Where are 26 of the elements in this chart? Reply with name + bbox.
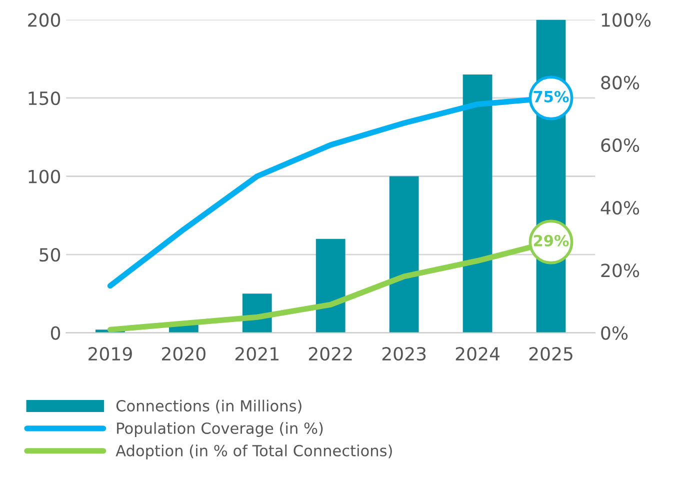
bar	[389, 176, 419, 333]
y-tick-label: 0	[50, 326, 60, 340]
y-tick-label: 100	[28, 170, 60, 184]
y2-tick-label: 60%	[601, 138, 640, 152]
y-tick-label: 200	[28, 13, 60, 27]
x-tick-label: 2023	[382, 346, 426, 361]
y2-tick-label: 100%	[602, 13, 651, 27]
y-tick-label: 150	[28, 91, 60, 106]
x-tick-label: 2025	[529, 346, 572, 361]
y2-tick-label: 40%	[600, 201, 640, 215]
legend-label: Connections (in Millions)	[116, 400, 302, 414]
y2-tick-label: 0%	[601, 326, 628, 340]
y-tick-label: 50	[40, 248, 60, 262]
bar	[462, 74, 492, 333]
y2-tick-label: 20%	[601, 264, 640, 278]
y2-tick-label: 80%	[601, 76, 640, 90]
bar	[316, 238, 346, 333]
x-tick-label: 2020	[162, 346, 206, 361]
x-tick-label: 2024	[456, 346, 500, 361]
x-tick-label: 2021	[235, 346, 278, 361]
legend-label: Population Coverage (in %)	[117, 422, 323, 437]
legend-label: Adoption (in % of Total Connections)	[116, 444, 392, 460]
data-label: 29%	[534, 234, 569, 246]
x-tick-label: 2019	[88, 346, 132, 361]
data-label: 75%	[534, 90, 569, 102]
x-tick-label: 2022	[308, 346, 352, 361]
